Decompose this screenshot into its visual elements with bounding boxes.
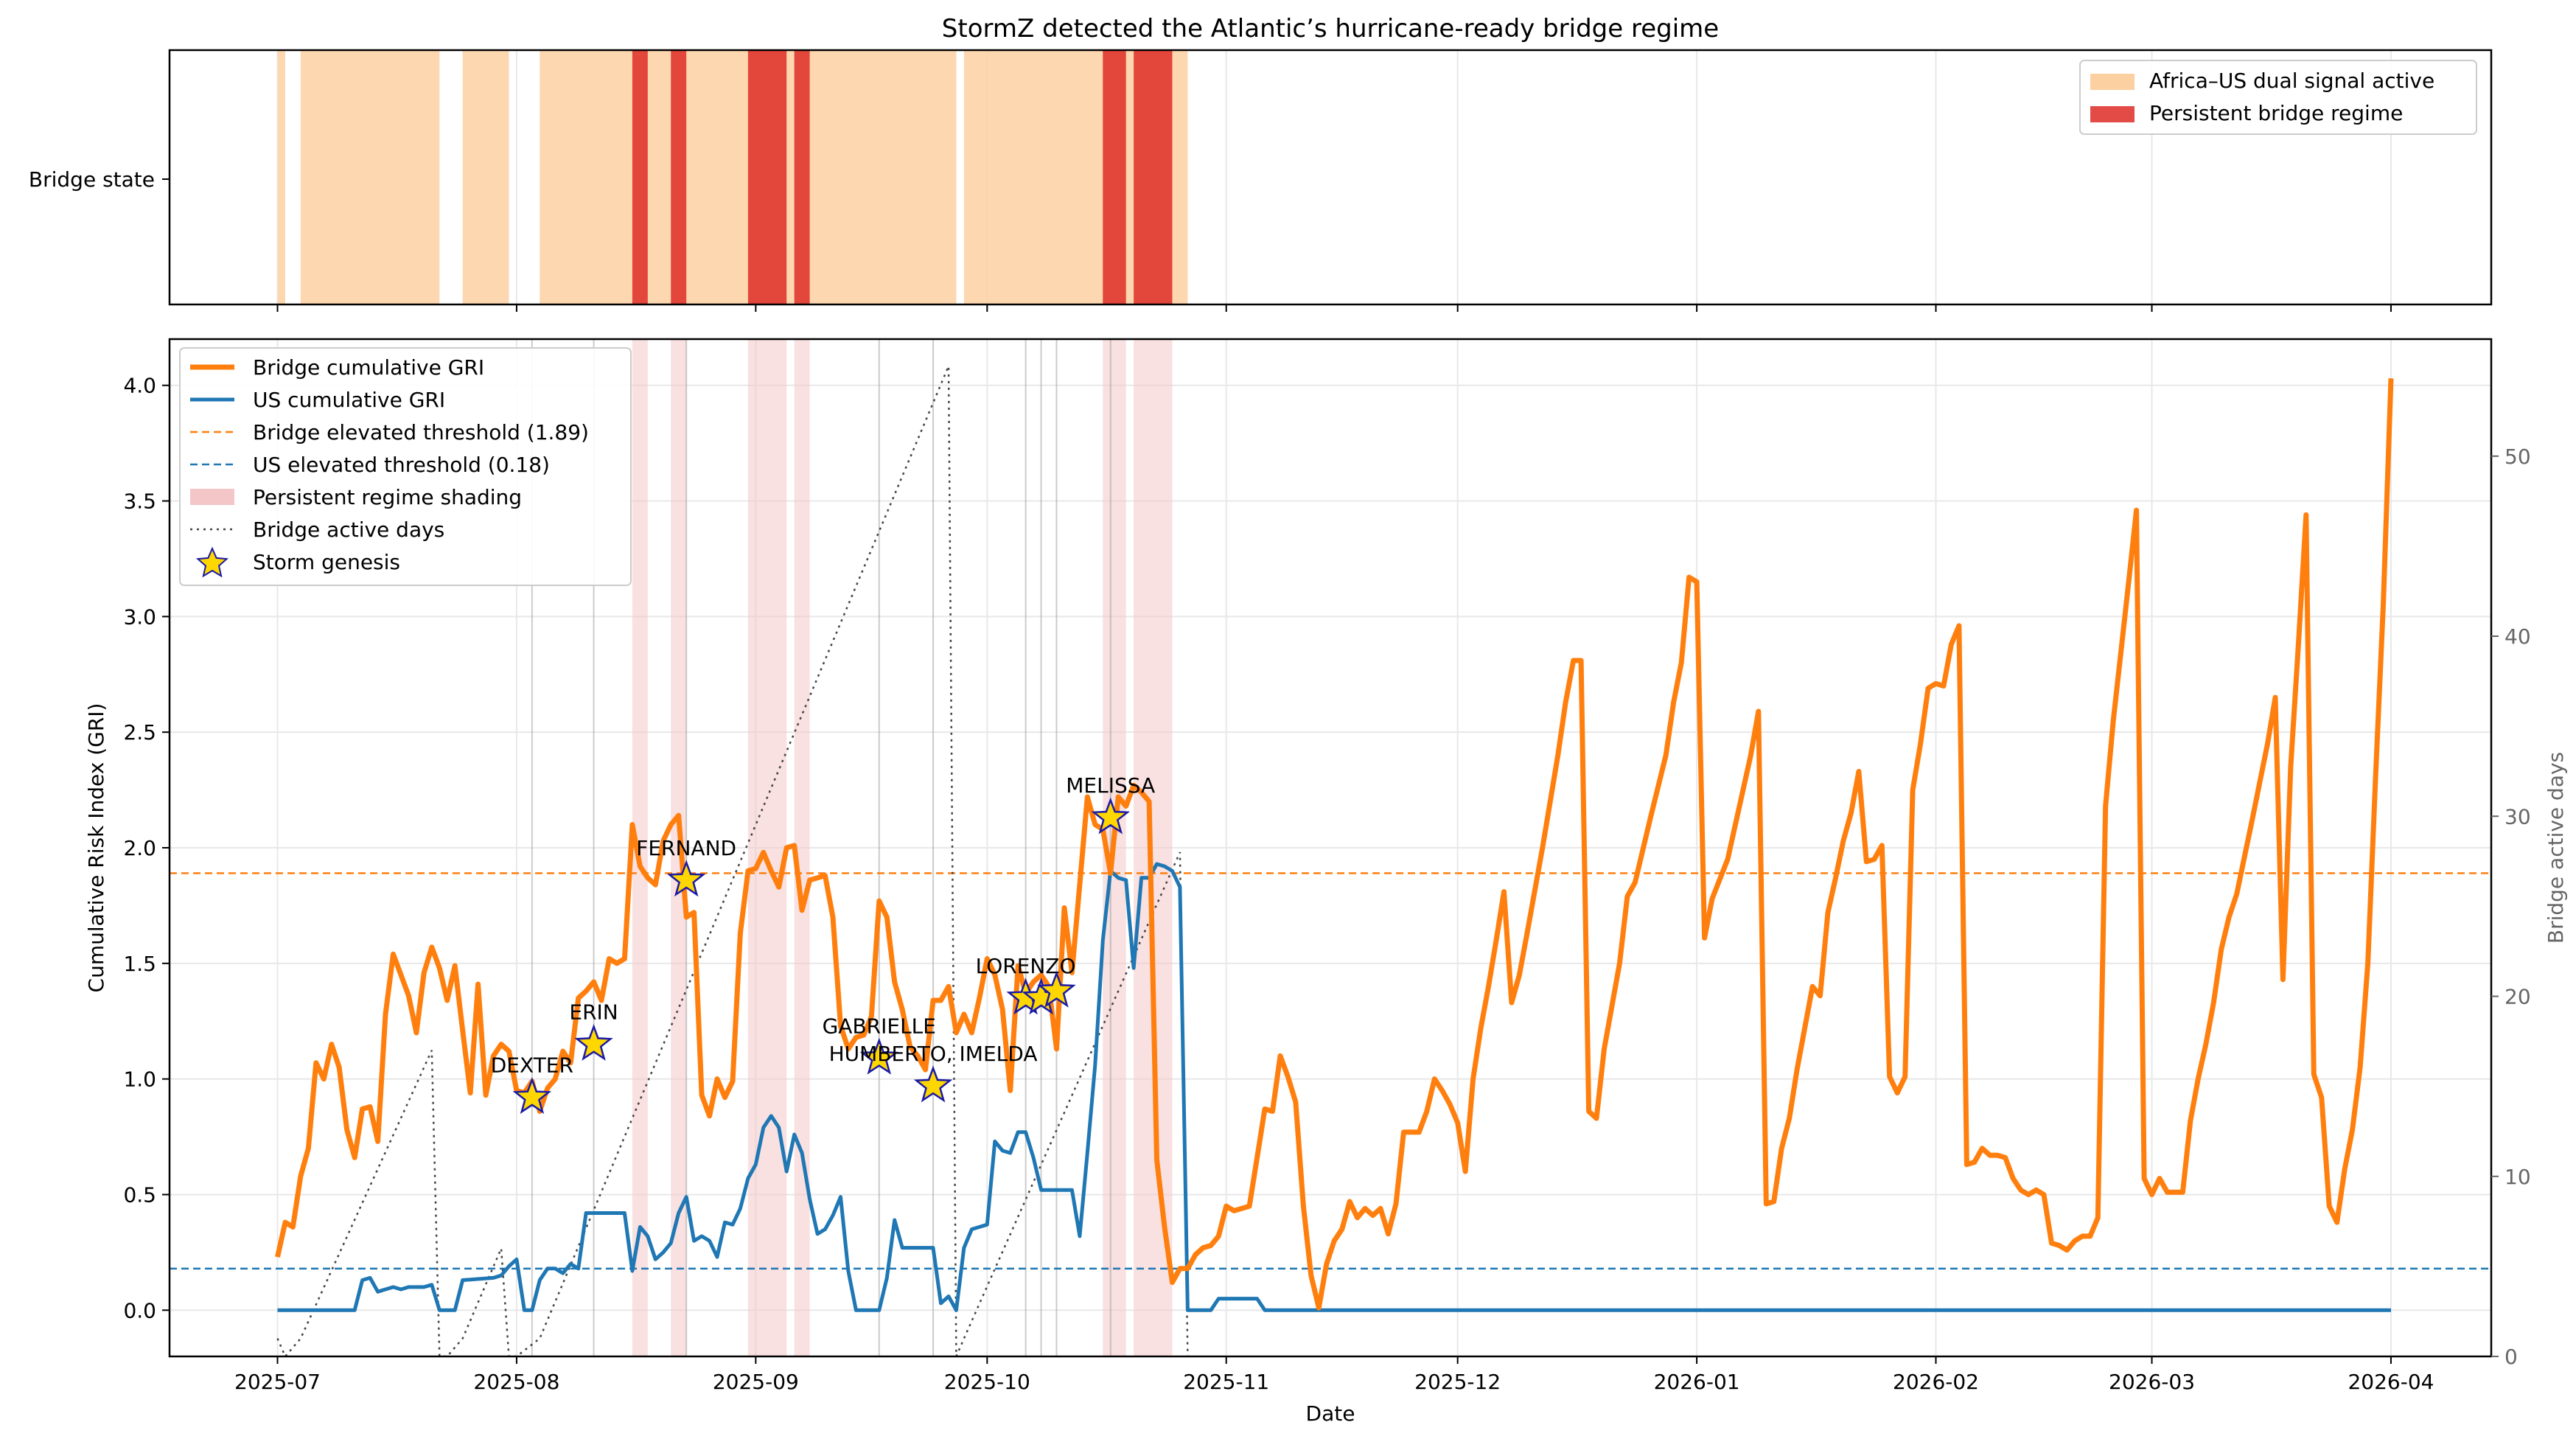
x-tick-label: 2025-07 [234,1370,321,1394]
storm-genesis-star-icon [1091,797,1131,835]
y-axis-label-left: Cumulative Risk Index (GRI) [84,703,108,993]
right-y-tick-label: 30 [2505,804,2531,829]
y-axis-label-right: Bridge active days [2544,752,2568,944]
x-tick-label: 2025-11 [1183,1370,1269,1394]
persistent-shading-span [1134,339,1173,1356]
persistent-shading-span [794,339,810,1356]
storm-genesis-label: MELISSA [1066,773,1155,798]
storm-genesis-star-icon [574,1024,613,1061]
x-tick-label: 2025-08 [473,1370,559,1394]
right-y-tick-label: 40 [2505,624,2531,649]
x-tick-label: 2025-09 [713,1370,799,1394]
persistent-span [794,50,810,304]
storm-genesis-markers: DEXTER ERIN FERNAND GABRIELLE HUMBERTO, IMEL… [491,773,1155,1114]
dual-signal-span [277,50,285,304]
main-yticks-right: 0 10 20 30 40 50 [2491,445,2531,1369]
x-tick-label: 2026-02 [1893,1370,1979,1394]
x-tick-label: 2025-10 [944,1370,1030,1394]
left-y-tick-label: 0.5 [123,1182,156,1207]
right-y-tick-label: 20 [2505,985,2531,1009]
chart-title: StormZ detected the Atlantic’s hurricane… [942,14,1719,43]
dual-signal-span [462,50,509,304]
left-y-tick-label: 2.5 [123,720,156,745]
left-y-tick-label: 0.0 [123,1298,156,1323]
left-y-tick-label: 1.0 [123,1067,156,1092]
storm-genesis-label: ERIN [569,1000,618,1025]
legend-bridge-threshold-label: Bridge elevated threshold (1.89) [253,420,589,445]
legend-storm-star-icon [195,546,229,578]
bridge-gri-line [275,378,2394,1311]
persistent-shading-span [747,339,787,1356]
left-y-tick-label: 4.0 [123,374,156,398]
persistent-span [1134,50,1173,304]
us-gri-line [277,862,2391,1312]
top-panel-spans [277,50,1188,304]
top-legend-persistent-label: Persistent bridge regime [2149,101,2403,125]
bridge-state-panel: Bridge state Africa–US dual signal activ… [29,49,2493,312]
left-y-tick-label: 3.5 [123,489,156,514]
top-panel-frame [168,49,2493,306]
x-tick-label: 2026-01 [1654,1370,1740,1394]
storm-genesis-label: HUMBERTO, IMELDA [829,1042,1038,1066]
storm-genesis-star-icon [666,860,706,897]
storm-genesis-star-icon [913,1065,953,1103]
main-yticks-left: 0.0 0.5 1.0 1.5 2.0 2.5 3.0 3.5 4.0 [123,374,170,1323]
main-legend: Bridge cumulative GRI US cumulative GRI … [179,347,632,586]
x-tick-label: 2026-03 [2109,1370,2195,1394]
persistent-span [747,50,787,304]
dual-signal-span [300,50,440,304]
legend-shading-swatch [190,489,234,505]
legend-shading-label: Persistent regime shading [253,485,522,509]
top-panel-ylabel: Bridge state [29,167,155,192]
storm-genesis-label: LORENZO [976,954,1076,978]
storm-genesis-label: GABRIELLE [823,1014,936,1038]
x-axis-label: Date [1306,1401,1355,1426]
gri-panel: DEXTER ERIN FERNAND GABRIELLE HUMBERTO, IMEL… [84,338,2568,1426]
persistent-span [1103,50,1126,304]
dual-signal-swatch [2090,74,2135,90]
legend-us-threshold-label: US elevated threshold (0.18) [253,453,550,477]
x-tick-label: 2025-12 [1414,1370,1501,1394]
bridge-active-days-line [276,366,1189,1356]
top-legend-dual-label: Africa–US dual signal active [2149,69,2434,93]
legend-bridge-label: Bridge cumulative GRI [253,355,484,380]
left-y-tick-label: 1.5 [123,952,156,976]
storm-genesis-star-icon [859,1037,899,1075]
storm-genesis-label: DEXTER [491,1053,573,1078]
persistent-span [671,50,687,304]
legend-storm-label: Storm genesis [253,550,400,574]
right-y-tick-label: 0 [2505,1345,2518,1369]
top-panel-xticks [276,304,2392,312]
top-legend: Africa–US dual signal active Persistent … [2079,60,2477,135]
top-legend-box [2079,60,2477,135]
persistent-span [632,50,648,304]
left-y-tick-label: 3.0 [123,604,156,629]
legend-active-days-label: Bridge active days [253,518,444,542]
left-y-tick-label: 2.0 [123,836,156,860]
main-legend-box [179,347,632,586]
x-tick-label: 2026-04 [2348,1370,2434,1394]
persistent-shading-span [632,339,648,1356]
right-y-tick-label: 50 [2505,445,2531,469]
right-y-tick-label: 10 [2505,1165,2531,1189]
storm-genesis-label: FERNAND [636,836,736,860]
storm-genesis-star-icon [1037,970,1076,1008]
persistent-swatch [2090,106,2135,122]
legend-us-label: US cumulative GRI [253,388,445,412]
storm-genesis-star-icon [512,1077,552,1114]
main-xticks: 2025-07 2025-08 2025-09 2025-10 2025-11 2025-… [234,1356,2434,1394]
